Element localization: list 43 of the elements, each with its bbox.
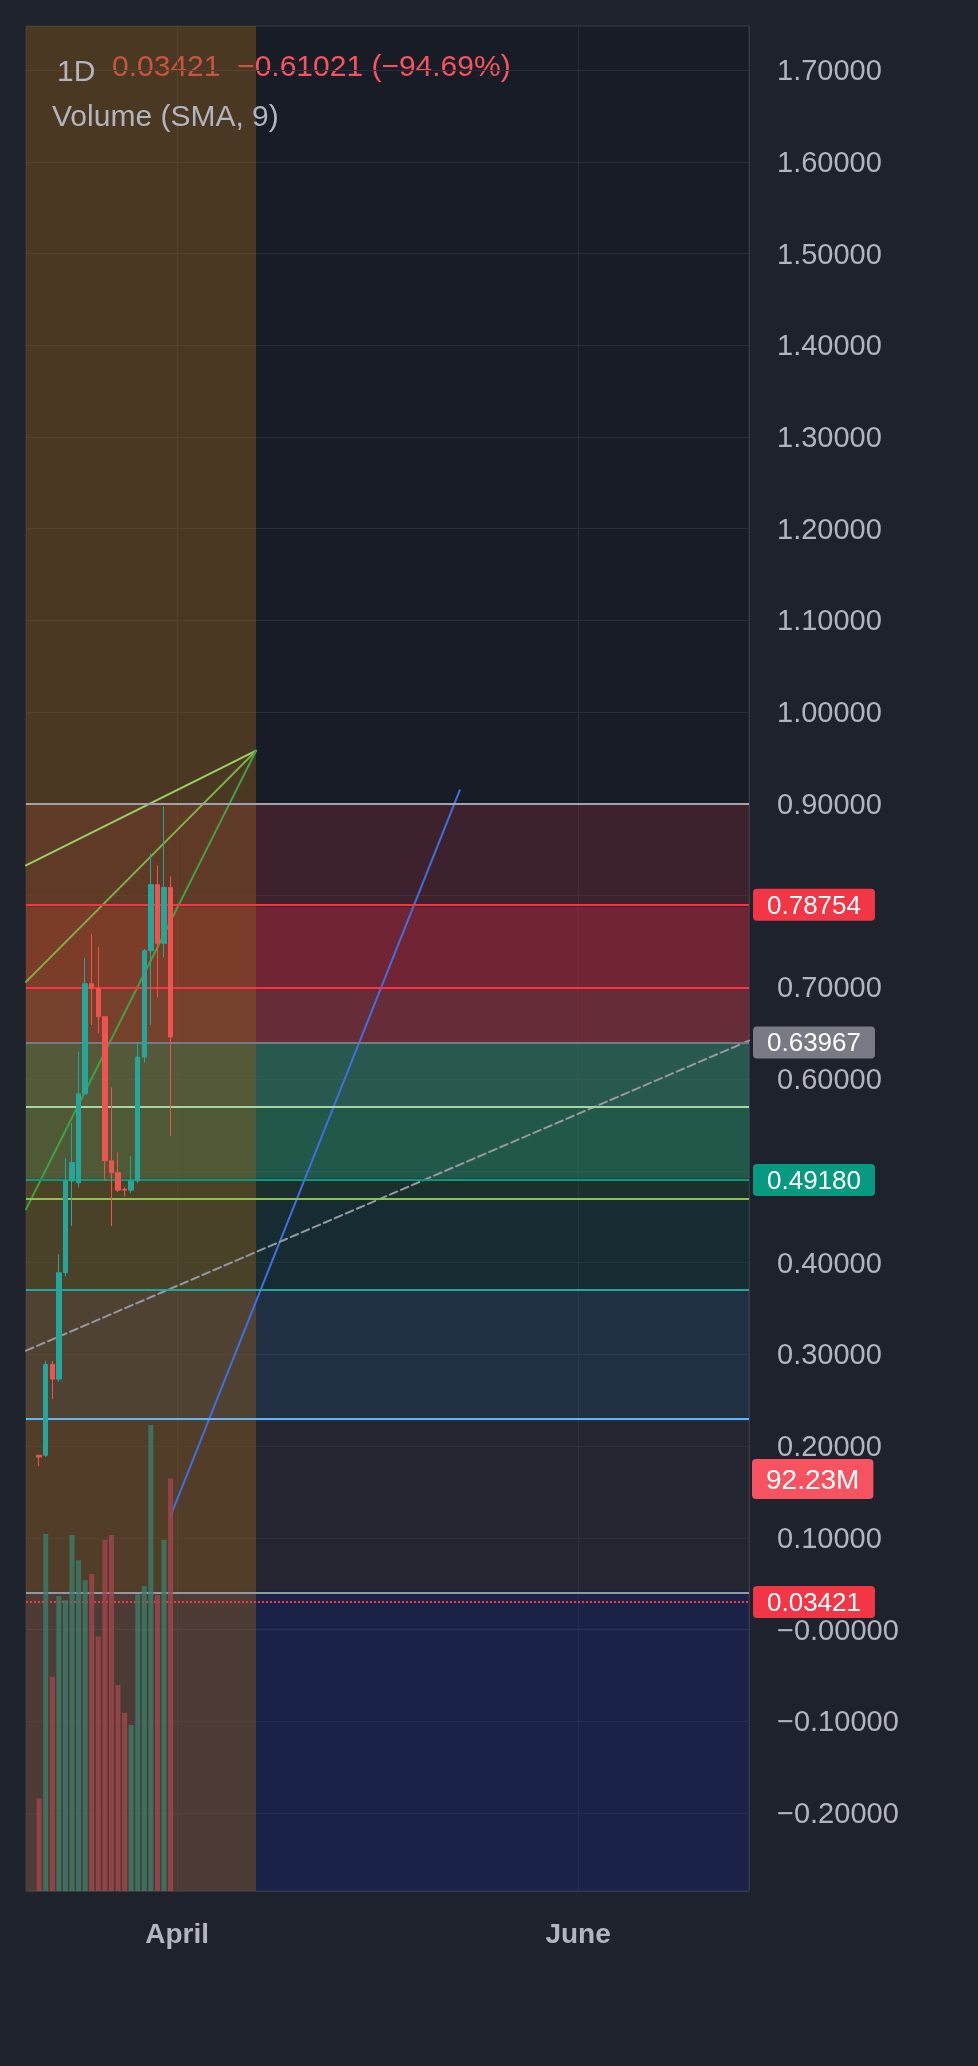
candlestick bbox=[168, 875, 173, 1137]
y-tick-label: 0.40000 bbox=[777, 1246, 882, 1279]
y-tick-label: 0.60000 bbox=[777, 1063, 882, 1096]
y-tick-label: −0.10000 bbox=[777, 1705, 899, 1738]
bar bbox=[89, 1574, 95, 1891]
y-tick-label: 1.30000 bbox=[777, 420, 882, 453]
candlestick bbox=[155, 864, 160, 998]
candlestick bbox=[161, 806, 167, 958]
bar bbox=[82, 1580, 88, 1891]
bar bbox=[56, 1596, 62, 1891]
ref-line-label: 0.63967 bbox=[767, 1027, 861, 1058]
y-tick-label: 1.60000 bbox=[777, 145, 882, 178]
y-tick-label: 1.20000 bbox=[777, 512, 882, 545]
candlestick bbox=[43, 1360, 48, 1458]
bar bbox=[62, 1600, 68, 1891]
y-tick-label: −0.20000 bbox=[777, 1797, 899, 1830]
bar bbox=[43, 1534, 49, 1891]
ref-line-label: 0.78754 bbox=[767, 889, 861, 920]
ref-line-label: 0.49180 bbox=[767, 1165, 861, 1196]
x-tick-label: June bbox=[545, 1917, 611, 1949]
y-tick-label: 0.10000 bbox=[777, 1521, 882, 1554]
bar bbox=[168, 1478, 174, 1891]
bar bbox=[108, 1534, 114, 1891]
bar bbox=[36, 1798, 42, 1891]
y-tick-label: 1.10000 bbox=[777, 604, 882, 637]
y-tick-label: 1.00000 bbox=[777, 696, 882, 729]
y-tick-label: 0.70000 bbox=[777, 971, 882, 1004]
candlestick bbox=[50, 1360, 55, 1400]
bar bbox=[161, 1539, 167, 1891]
y-tick-label: 1.40000 bbox=[777, 329, 882, 362]
x-tick-label: April bbox=[145, 1917, 210, 1949]
candlestick bbox=[36, 1454, 42, 1467]
y-tick-label: 1.50000 bbox=[777, 237, 882, 270]
y-tick-label: 0.20000 bbox=[777, 1430, 882, 1463]
text: 92.23M bbox=[766, 1463, 860, 1495]
text: 1D bbox=[57, 53, 96, 87]
bar bbox=[154, 1595, 160, 1891]
y-tick-label: 0.30000 bbox=[777, 1338, 882, 1371]
y-tick-label: 0.90000 bbox=[777, 787, 882, 820]
y-tick-label: 1.70000 bbox=[777, 54, 882, 87]
annotation: Volume (SMA, 9) bbox=[52, 98, 279, 132]
candlestick bbox=[89, 933, 94, 1026]
bar bbox=[49, 1676, 55, 1891]
